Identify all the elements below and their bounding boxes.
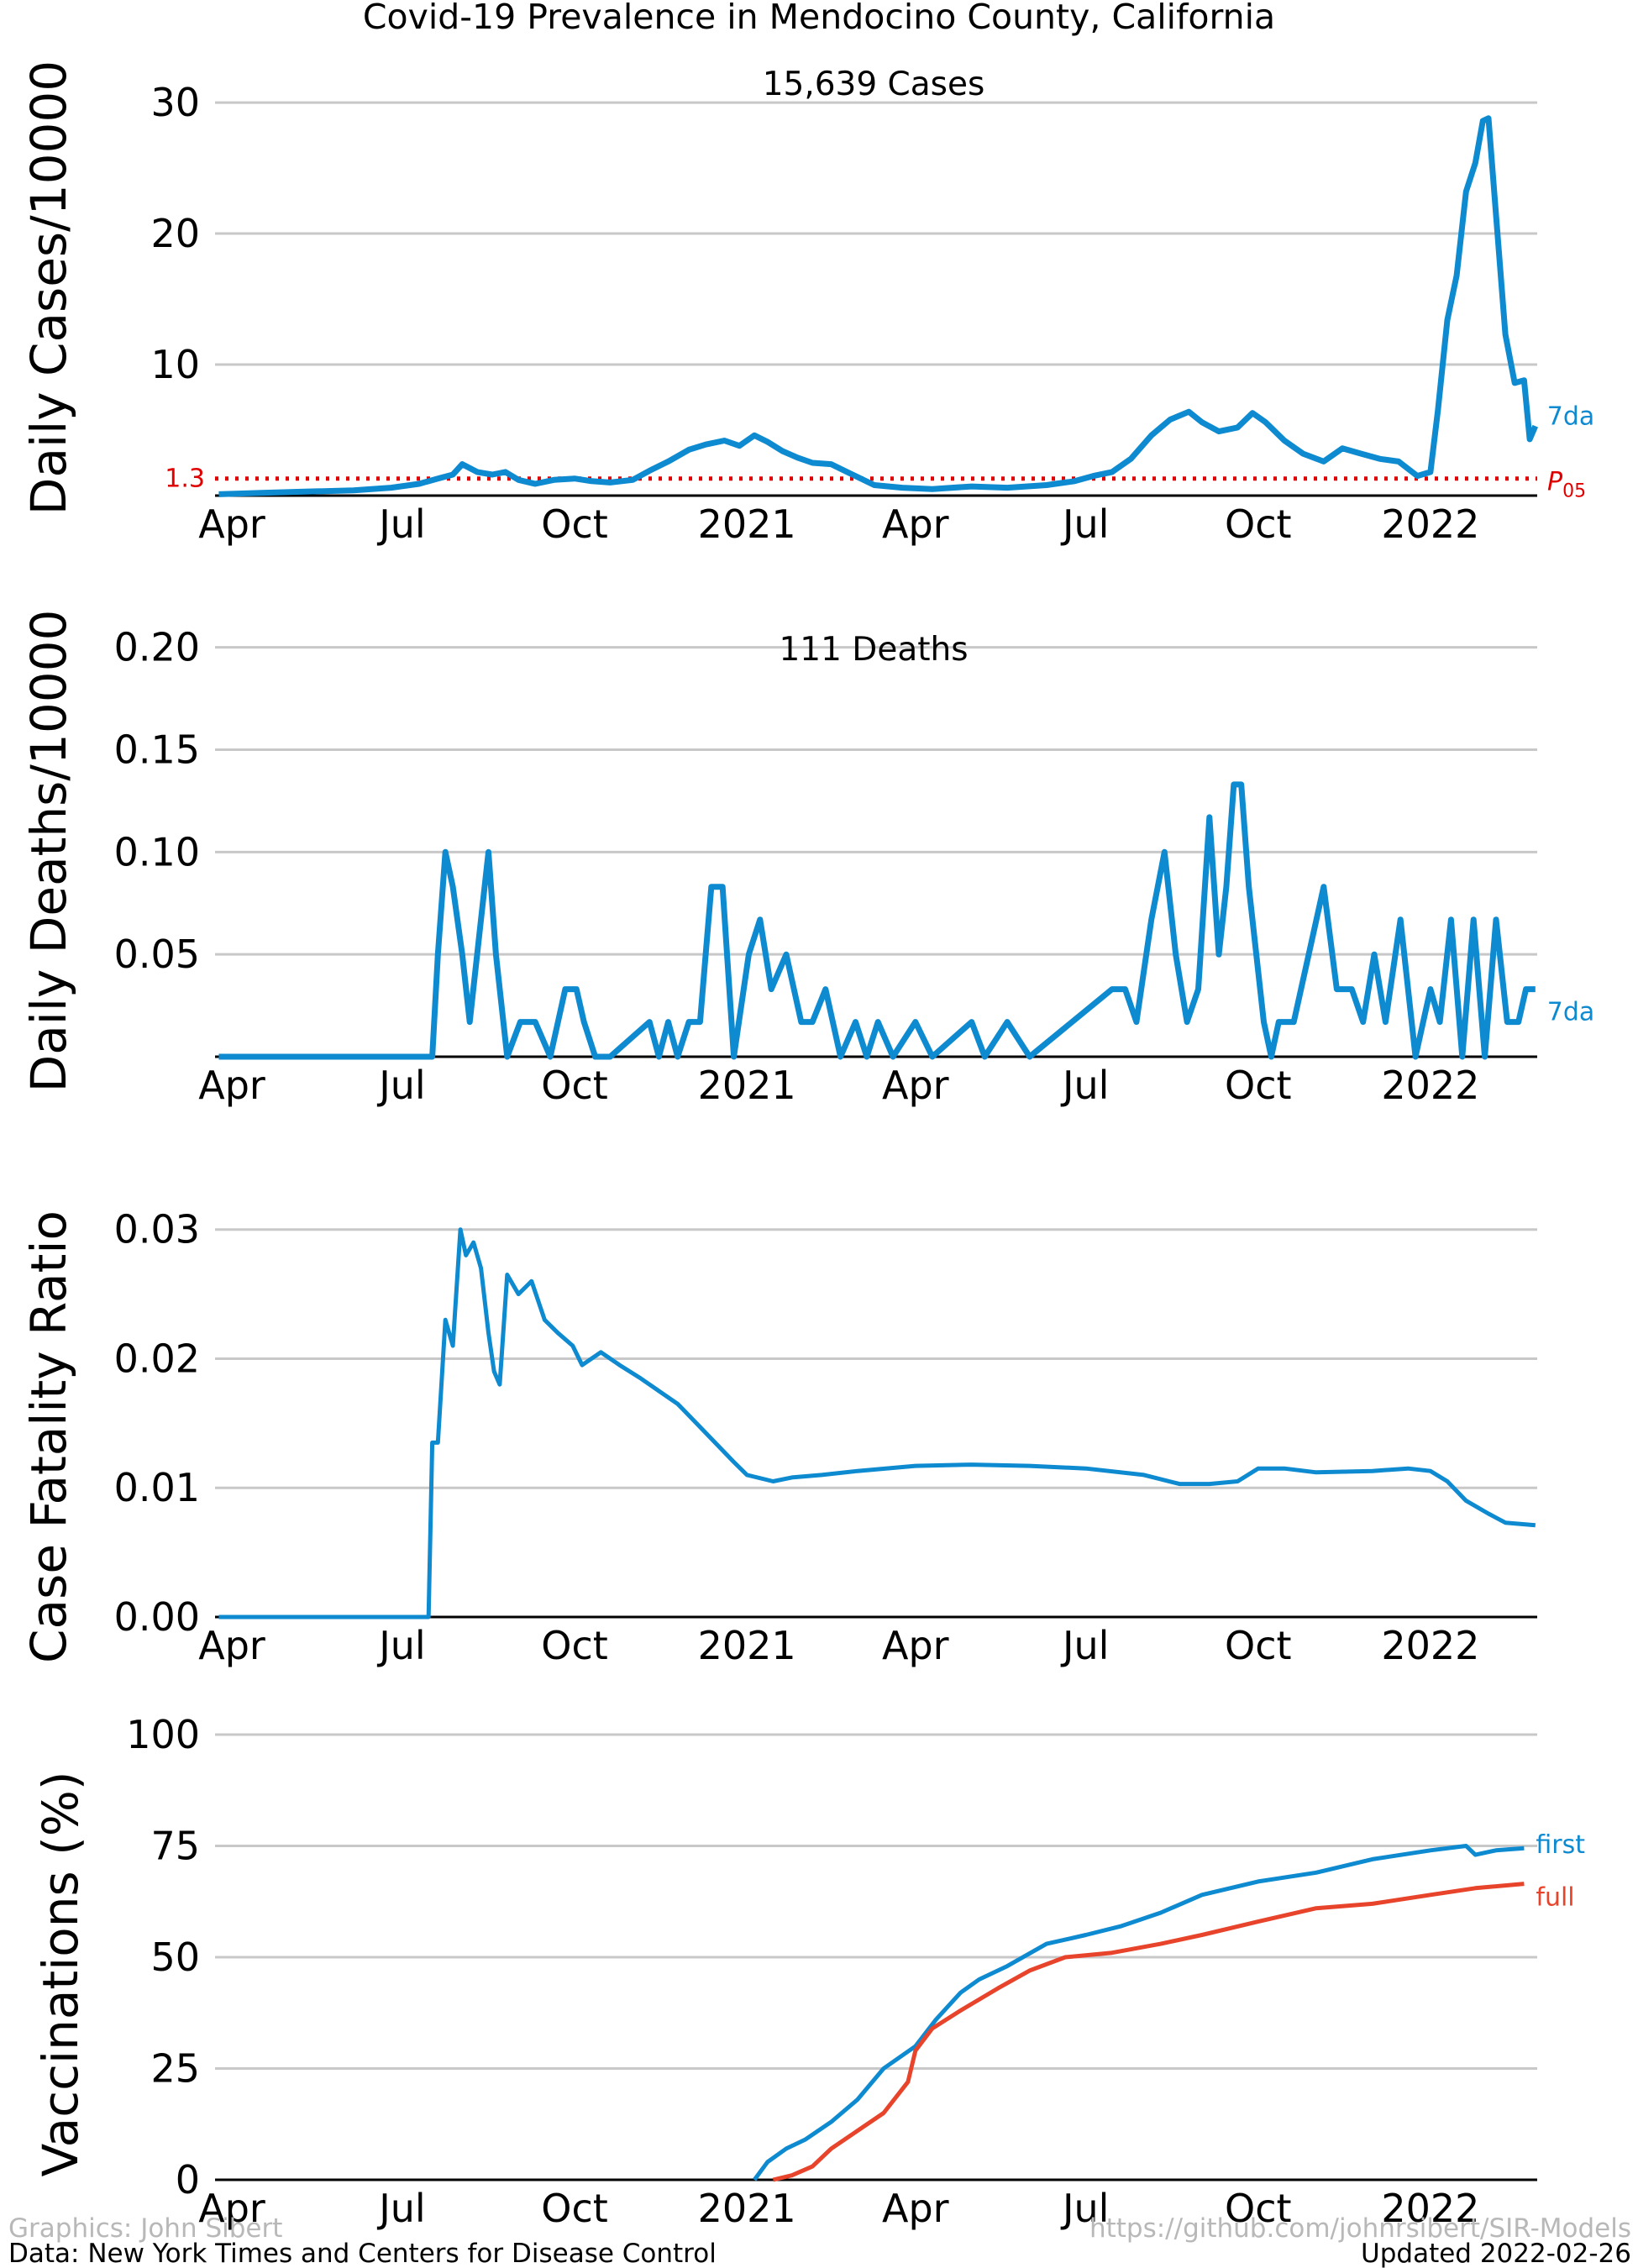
cfr-panel: 0.00 0.01 0.02 0.03 Apr Jul Oct 2021 Apr Jul Oct 20… — [20, 1207, 1537, 1668]
x-tick-label: Jul — [376, 501, 426, 547]
x-tick-label: Jul — [1060, 2186, 1110, 2231]
y-tick-label: 100 — [126, 1712, 200, 1757]
y-tick-label: 0.15 — [114, 727, 200, 772]
x-tick-label: Oct — [541, 2186, 608, 2231]
series-line-7da — [218, 115, 1539, 497]
series-label-first: first — [1536, 1830, 1585, 1860]
credit-url: https://github.com/johnrsibert/SIR-Model… — [1089, 2213, 1631, 2244]
credit-data: Data: New York Times and Centers for Dis… — [8, 2239, 717, 2268]
y-tick-label: 25 — [150, 2046, 200, 2092]
x-tick-label: Jul — [1060, 1623, 1110, 1668]
x-tick-label: Apr — [198, 2186, 265, 2231]
x-tick-label: Jul — [1060, 1063, 1110, 1108]
x-tick-label: Oct — [541, 1063, 608, 1108]
x-tick-label: Apr — [198, 1623, 265, 1668]
x-tick-label: Jul — [376, 1623, 426, 1668]
x-tick-label: Jul — [1060, 501, 1110, 547]
cases-panel: 10 20 30 Apr Jul Oct 2021 Apr Jul Oct 2022 Daily Ca… — [20, 60, 1594, 547]
count-annotation: 111 Deaths — [779, 631, 968, 669]
x-tick-label: 2022 — [1381, 1623, 1479, 1668]
deaths-panel: 0.05 0.10 0.15 0.20 Apr Jul Oct 2021 Apr Jul Oct 20… — [20, 610, 1594, 1108]
series-line-cfr — [218, 1227, 1536, 1620]
x-tick-label: 2021 — [698, 1623, 796, 1668]
series-line-first — [753, 1844, 1525, 2181]
x-tick-label: Jul — [376, 2186, 426, 2231]
y-tick-label: 0.20 — [114, 625, 200, 670]
x-tick-label: Apr — [198, 501, 265, 547]
series-label-full: full — [1536, 1883, 1574, 1913]
y-tick-label: 10 — [150, 342, 200, 387]
x-tick-label: Apr — [882, 2186, 949, 2231]
count-annotation: 15,639 Cases — [763, 66, 985, 103]
y-tick-label: 0.10 — [114, 829, 200, 874]
series-line-full — [772, 1882, 1525, 2182]
x-tick-label: Apr — [198, 1063, 265, 1108]
y-tick-label: 20 — [150, 211, 200, 256]
y-tick-label: 0 — [176, 2157, 200, 2202]
x-tick-label: 2021 — [698, 1063, 796, 1108]
x-tick-label: Oct — [1225, 1063, 1292, 1108]
y-tick-label: 0.03 — [114, 1207, 200, 1252]
x-tick-label: 2022 — [1381, 501, 1479, 547]
x-tick-label: Oct — [1225, 2186, 1292, 2231]
y-axis-label: Vaccinations (%) — [32, 1771, 89, 2176]
credit-graphics: Graphics: John Sibert — [8, 2213, 282, 2244]
y-tick-label: 0.00 — [114, 1594, 200, 1640]
x-tick-label: 2022 — [1381, 2186, 1479, 2231]
x-tick-label: Apr — [882, 1063, 949, 1108]
x-tick-label: Apr — [882, 1623, 949, 1668]
reference-subscript: 05 — [1562, 481, 1586, 502]
y-axis-label: Case Fatality Ratio — [20, 1210, 77, 1663]
reference-name-label: P05 — [1547, 468, 1586, 502]
y-tick-label: 50 — [150, 1935, 200, 1980]
x-tick-label: Oct — [1225, 501, 1292, 547]
y-tick-label: 30 — [150, 80, 200, 125]
x-tick-label: Apr — [882, 501, 949, 547]
series-label-7da: 7da — [1547, 402, 1595, 431]
credit-updated: Updated 2022-02-26 — [1361, 2239, 1631, 2268]
y-tick-label: 0.02 — [114, 1336, 200, 1381]
series-label-7da: 7da — [1547, 998, 1595, 1027]
y-tick-label: 0.05 — [114, 932, 200, 977]
x-tick-label: 2021 — [698, 501, 796, 547]
x-tick-label: Oct — [541, 501, 608, 547]
vaccinations-panel: 0 25 50 75 100 Apr Jul Oct 2021 Apr Jul Oct 2022 Vacc… — [32, 1712, 1585, 2231]
y-axis-label: Daily Deaths/10000 — [20, 610, 77, 1093]
y-axis-label: Daily Cases/10000 — [20, 60, 77, 515]
reference-value-label: 1.3 — [165, 465, 205, 494]
x-tick-label: Oct — [1225, 1623, 1292, 1668]
series-line-7da — [218, 781, 1536, 1060]
x-tick-label: 2022 — [1381, 1063, 1479, 1108]
y-tick-label: 0.01 — [114, 1465, 200, 1510]
x-tick-label: Oct — [541, 1623, 608, 1668]
x-tick-label: 2021 — [698, 2186, 796, 2231]
x-tick-label: Jul — [376, 1063, 426, 1108]
figure-title: Covid-19 Prevalence in Mendocino County,… — [363, 0, 1275, 37]
y-tick-label: 75 — [150, 1824, 200, 1869]
